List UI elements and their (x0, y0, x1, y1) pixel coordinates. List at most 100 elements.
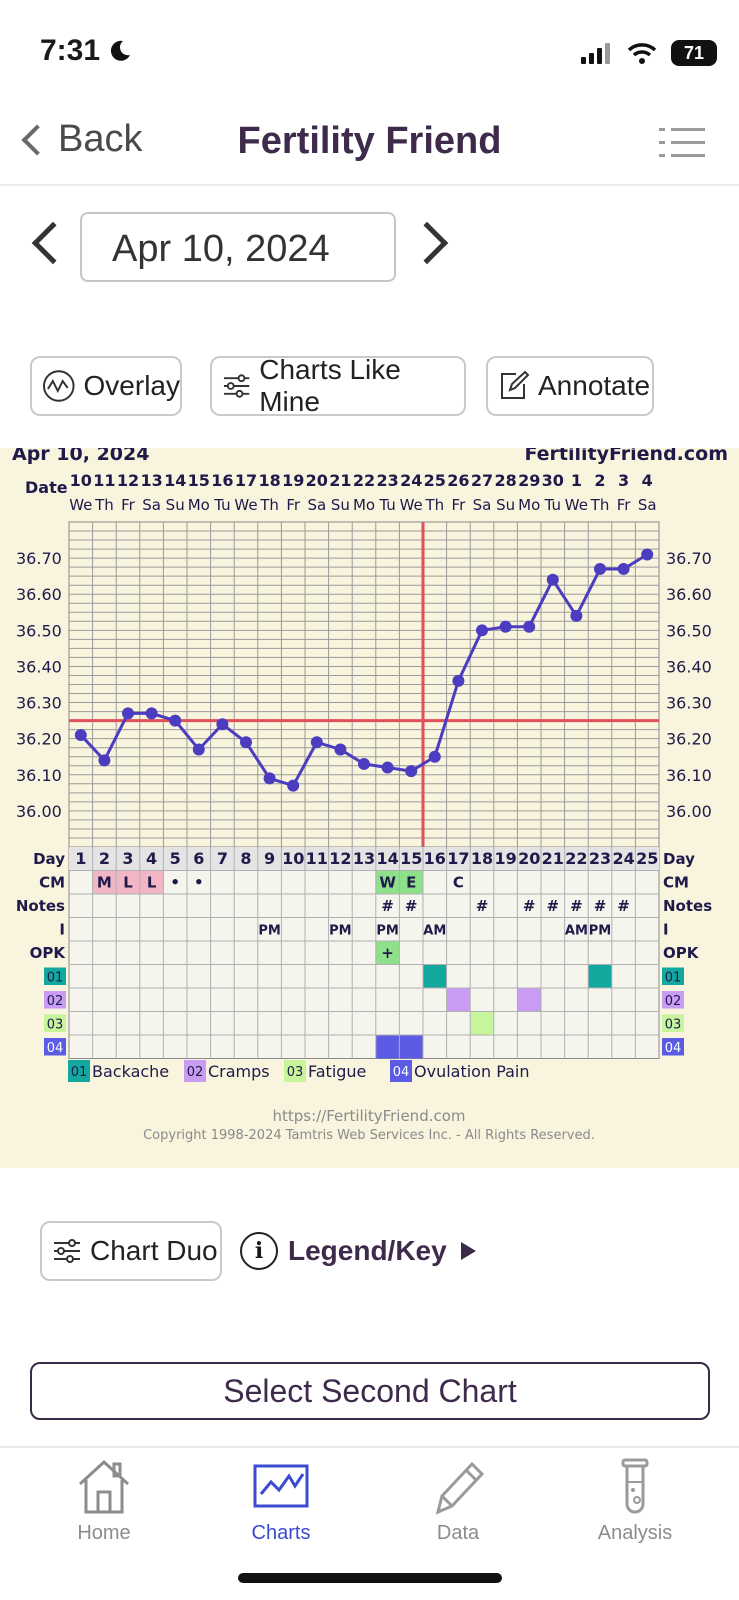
data-rows-area (68, 846, 660, 1059)
house-icon (78, 1459, 130, 1514)
notes-row-value: # (547, 897, 560, 915)
overlay-icon (42, 370, 75, 402)
date-tick-label: 20 (306, 471, 328, 490)
symptom-code-label: 02 (665, 994, 682, 1009)
opk-cell-highlight (375, 941, 400, 965)
y-tick-label-left: 36.00 (16, 802, 62, 821)
i-row-value: PM (258, 924, 280, 939)
temperature-point (428, 750, 441, 763)
symptom-code-badge-right (662, 1038, 684, 1056)
previous-date-chevron-icon[interactable] (31, 221, 75, 265)
cm-row-value: M (97, 874, 112, 892)
weekday-tick-label: We (565, 496, 588, 514)
day-number: 10 (282, 849, 304, 868)
y-tick-label-left: 36.30 (16, 694, 62, 713)
day-number: 25 (636, 849, 658, 868)
symptom-code-badge-left (44, 1014, 66, 1032)
temperature-point (334, 743, 347, 756)
chart-duo-button[interactable]: Chart Duo (40, 1221, 222, 1281)
chart-title: Apr 10, 2024 (12, 448, 149, 465)
symptom-code-badge-right (662, 1014, 684, 1032)
home-indicator (238, 1573, 502, 1583)
overlay-label: Overlay (83, 370, 180, 401)
day-number: 13 (353, 849, 375, 868)
day-number: 3 (122, 849, 133, 868)
opk-row-value: + (381, 944, 394, 962)
test-tube-icon (621, 1458, 649, 1514)
notes-row-value: # (570, 897, 583, 915)
weekday-tick-label: Fr (121, 496, 136, 514)
row-label-i: I (59, 921, 65, 939)
y-tick-label-right: 36.30 (666, 694, 712, 713)
weekday-tick-label: Th (259, 496, 279, 514)
date-picker: Apr 10, 2024 (0, 208, 739, 284)
row-label-day: Day (33, 850, 65, 868)
play-arrow-icon (460, 1242, 476, 1260)
date-tick-label: 26 (447, 471, 469, 490)
edit-icon (501, 370, 530, 399)
signal-icon (581, 43, 610, 64)
temperature-point (523, 620, 536, 633)
tab-data[interactable]: Data (366, 1448, 550, 1558)
date-tick-label: 30 (542, 471, 564, 490)
date-tick-label: 13 (140, 471, 162, 490)
date-tick-label: 19 (282, 471, 304, 490)
cm-row-value: W (379, 874, 396, 892)
day-number: 14 (376, 849, 398, 868)
symptom-cell (423, 964, 447, 988)
cm-cell-highlight (116, 870, 140, 894)
battery-icon: 71 (671, 40, 717, 66)
notes-row-value: # (405, 897, 418, 915)
tab-charts[interactable]: Charts (189, 1448, 373, 1558)
annotate-button[interactable]: Annotate (486, 356, 654, 416)
tab-analysis[interactable]: Analysis (543, 1448, 727, 1558)
next-date-chevron-icon[interactable] (405, 221, 449, 265)
cm-cell-highlight (92, 870, 117, 894)
status-time: 7:31 (40, 34, 132, 68)
day-number: 19 (494, 849, 516, 868)
menu-list-icon[interactable] (659, 128, 705, 158)
weekday-tick-label: Su (496, 496, 515, 514)
weekday-tick-label: Th (590, 496, 610, 514)
date-tick-label: 4 (642, 471, 653, 490)
select-second-chart-button[interactable]: Select Second Chart (30, 1362, 710, 1420)
weekday-tick-label: Tu (378, 496, 395, 514)
tab-label: Analysis (597, 1522, 673, 1544)
row-label-opk: OPK (30, 944, 67, 962)
temperature-point (594, 562, 606, 575)
cm-cell-highlight (375, 870, 400, 894)
day-number: 2 (99, 849, 110, 868)
row-label-cm: CM (39, 874, 65, 892)
y-tick-label-left: 36.50 (16, 621, 62, 640)
charts-like-mine-button[interactable]: Charts Like Mine (210, 354, 466, 417)
i-row-value: AM (565, 924, 588, 939)
temperature-point (452, 674, 465, 687)
temperature-point (98, 754, 111, 767)
symptom-code-label: 03 (665, 1018, 682, 1033)
y-tick-label-left: 36.10 (16, 766, 62, 785)
day-number: 22 (565, 849, 587, 868)
temperature-point (405, 765, 418, 778)
day-number: 24 (612, 849, 634, 868)
date-field[interactable]: Apr 10, 2024 (80, 212, 396, 282)
back-button[interactable]: Back (16, 118, 142, 161)
i-row-value: PM (329, 924, 351, 939)
tab-label: Charts (251, 1522, 311, 1544)
overlay-button[interactable]: Overlay (30, 356, 182, 416)
date-tick-label: 22 (353, 471, 375, 490)
legend-key-link[interactable]: i Legend/Key (240, 1232, 476, 1270)
cm-row-value: L (147, 874, 157, 892)
day-number: 18 (471, 849, 493, 868)
tab-label: Data (436, 1522, 480, 1544)
date-tick-label: 1 (571, 471, 582, 490)
y-tick-label-left: 36.70 (16, 549, 62, 568)
day-number: 17 (447, 849, 469, 868)
weekday-tick-label: Fr (452, 496, 467, 514)
tab-home[interactable]: Home (12, 1448, 196, 1558)
symptom-cell (588, 964, 612, 988)
page-title: Fertility Friend (237, 120, 502, 162)
date-tick-label: 17 (235, 471, 257, 490)
notes-row-value: # (476, 897, 489, 915)
temperature-point (570, 609, 583, 622)
temperature-point (358, 757, 370, 770)
